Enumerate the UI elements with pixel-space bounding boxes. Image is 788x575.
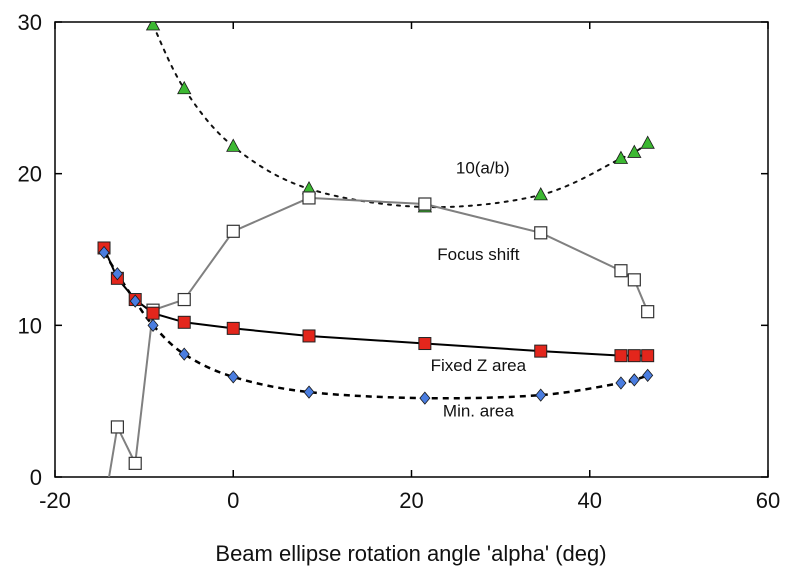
minarea-point [147, 318, 159, 332]
minarea-point [178, 347, 190, 361]
annotation-label: 10(a/b) [456, 159, 510, 178]
ratio-point [177, 80, 192, 95]
x-tick-label: 40 [578, 488, 602, 513]
fixedz-point [614, 349, 628, 363]
focus-point [641, 305, 655, 319]
plot-area [54, 21, 769, 513]
minarea-point [535, 388, 547, 402]
x-axis-title: Beam ellipse rotation angle 'alpha' (deg… [215, 541, 606, 566]
plot-frame [54, 21, 769, 478]
ratio-point [533, 187, 548, 201]
fixedz-point [302, 329, 316, 343]
minarea-point [129, 294, 141, 308]
minarea-point [111, 267, 123, 281]
series-markers [97, 22, 655, 513]
y-tick-label: 0 [30, 465, 42, 490]
annotations: 10(a/b) Focus shift Fixed Z area Min. area [431, 159, 527, 421]
ratio-point [627, 144, 642, 158]
focus-point [302, 191, 316, 205]
focus-point [110, 420, 124, 434]
focus-point [177, 292, 191, 307]
minarea-point [98, 245, 110, 260]
focus-point [226, 224, 240, 238]
y-tick-label: 20 [18, 162, 42, 187]
ratio-point [226, 138, 241, 152]
fixedz-point [641, 349, 655, 363]
focus-point [534, 226, 548, 240]
ratio-point [640, 135, 655, 149]
fixedz-point [146, 306, 160, 320]
minarea-point [615, 376, 627, 390]
fixedz-point [177, 315, 191, 329]
x-tick-label: 0 [227, 488, 239, 513]
y-tick-label: 30 [18, 10, 42, 35]
ratio-point [145, 22, 161, 31]
y-tick-label: 10 [18, 313, 42, 338]
annotation-label: Focus shift [437, 245, 519, 264]
minarea-point [642, 368, 654, 383]
fixedz-point [418, 337, 432, 351]
focus-point [614, 264, 628, 278]
focus-point [418, 197, 432, 211]
series-lines [102, 24, 649, 477]
x-tick-label: -20 [39, 488, 71, 513]
fixedz-point [226, 321, 240, 335]
fixedz-point [627, 349, 641, 363]
minarea-point [628, 373, 640, 387]
ratio-line [152, 24, 649, 209]
x-tick-label: 20 [399, 488, 423, 513]
x-tick-label: 60 [756, 488, 780, 513]
minarea-point [303, 385, 315, 399]
annotation-label: Fixed Z area [431, 356, 527, 375]
minarea-point [227, 370, 239, 384]
ratio-point [613, 150, 629, 164]
focus-point [98, 501, 110, 513]
annotation-label: Min. area [443, 401, 514, 420]
minarea-point [419, 391, 431, 405]
fixedz-point [534, 344, 548, 358]
focus-point [627, 273, 641, 287]
focus-point [128, 456, 142, 470]
